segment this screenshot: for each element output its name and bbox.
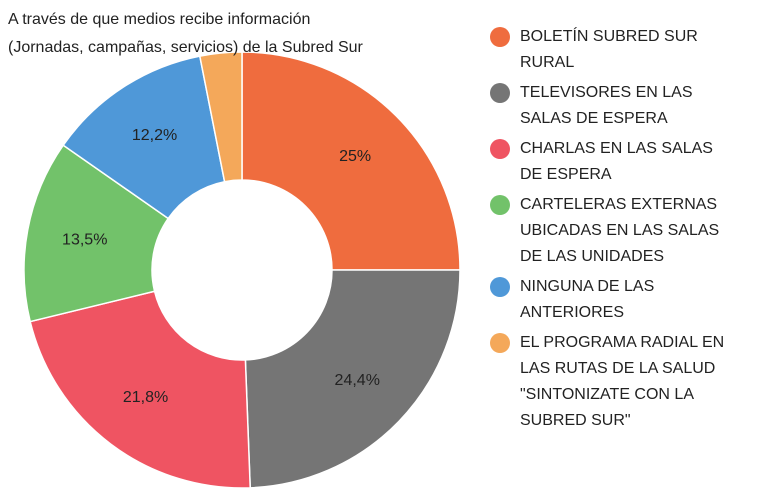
legend: BOLETÍN SUBRED SUR RURAL TELEVISORES EN L… [490,24,750,438]
chart-title: A través de que medios recibe informació… [8,11,363,56]
value-label: 13,5% [62,232,107,249]
value-label: 24,4% [335,372,380,389]
slice [23,144,170,323]
slice [62,55,226,220]
legend-marker [490,277,510,297]
value-label: 12,2% [132,127,177,144]
legend-marker [490,195,510,215]
legend-label: EL PROGRAMA RADIAL EN LAS RUTAS DE LA SA… [520,334,725,429]
slice [198,51,243,183]
legend-item: EL PROGRAMA RADIAL EN LAS RUTAS DE LA SA… [490,330,750,434]
legend-item: TELEVISORES EN LAS SALAS DE ESPERA [490,80,750,132]
legend-label: CHARLAS EN LAS SALAS DE ESPERA [520,140,713,183]
legend-label: CARTELERAS EXTERNAS UBICADAS EN LAS SALA… [520,196,720,265]
legend-marker [490,27,510,47]
legend-item: BOLETÍN SUBRED SUR RURAL [490,24,750,76]
legend-label: BOLETÍN SUBRED SUR RURAL [520,28,698,71]
legend-marker [490,139,510,159]
legend-item: CHARLAS EN LAS SALAS DE ESPERA [490,136,750,188]
slice [29,290,251,489]
slice [241,51,461,271]
value-label: 25% [339,148,371,165]
legend-item: NINGUNA DE LAS ANTERIORES [490,274,750,326]
legend-marker [490,83,510,103]
legend-marker [490,333,510,353]
legend-label: TELEVISORES EN LAS SALAS DE ESPERA [520,84,693,127]
value-label: 21,8% [123,389,168,406]
legend-label: NINGUNA DE LAS ANTERIORES [520,278,655,321]
legend-item: CARTELERAS EXTERNAS UBICADAS EN LAS SALA… [490,192,750,270]
slice [244,269,461,489]
